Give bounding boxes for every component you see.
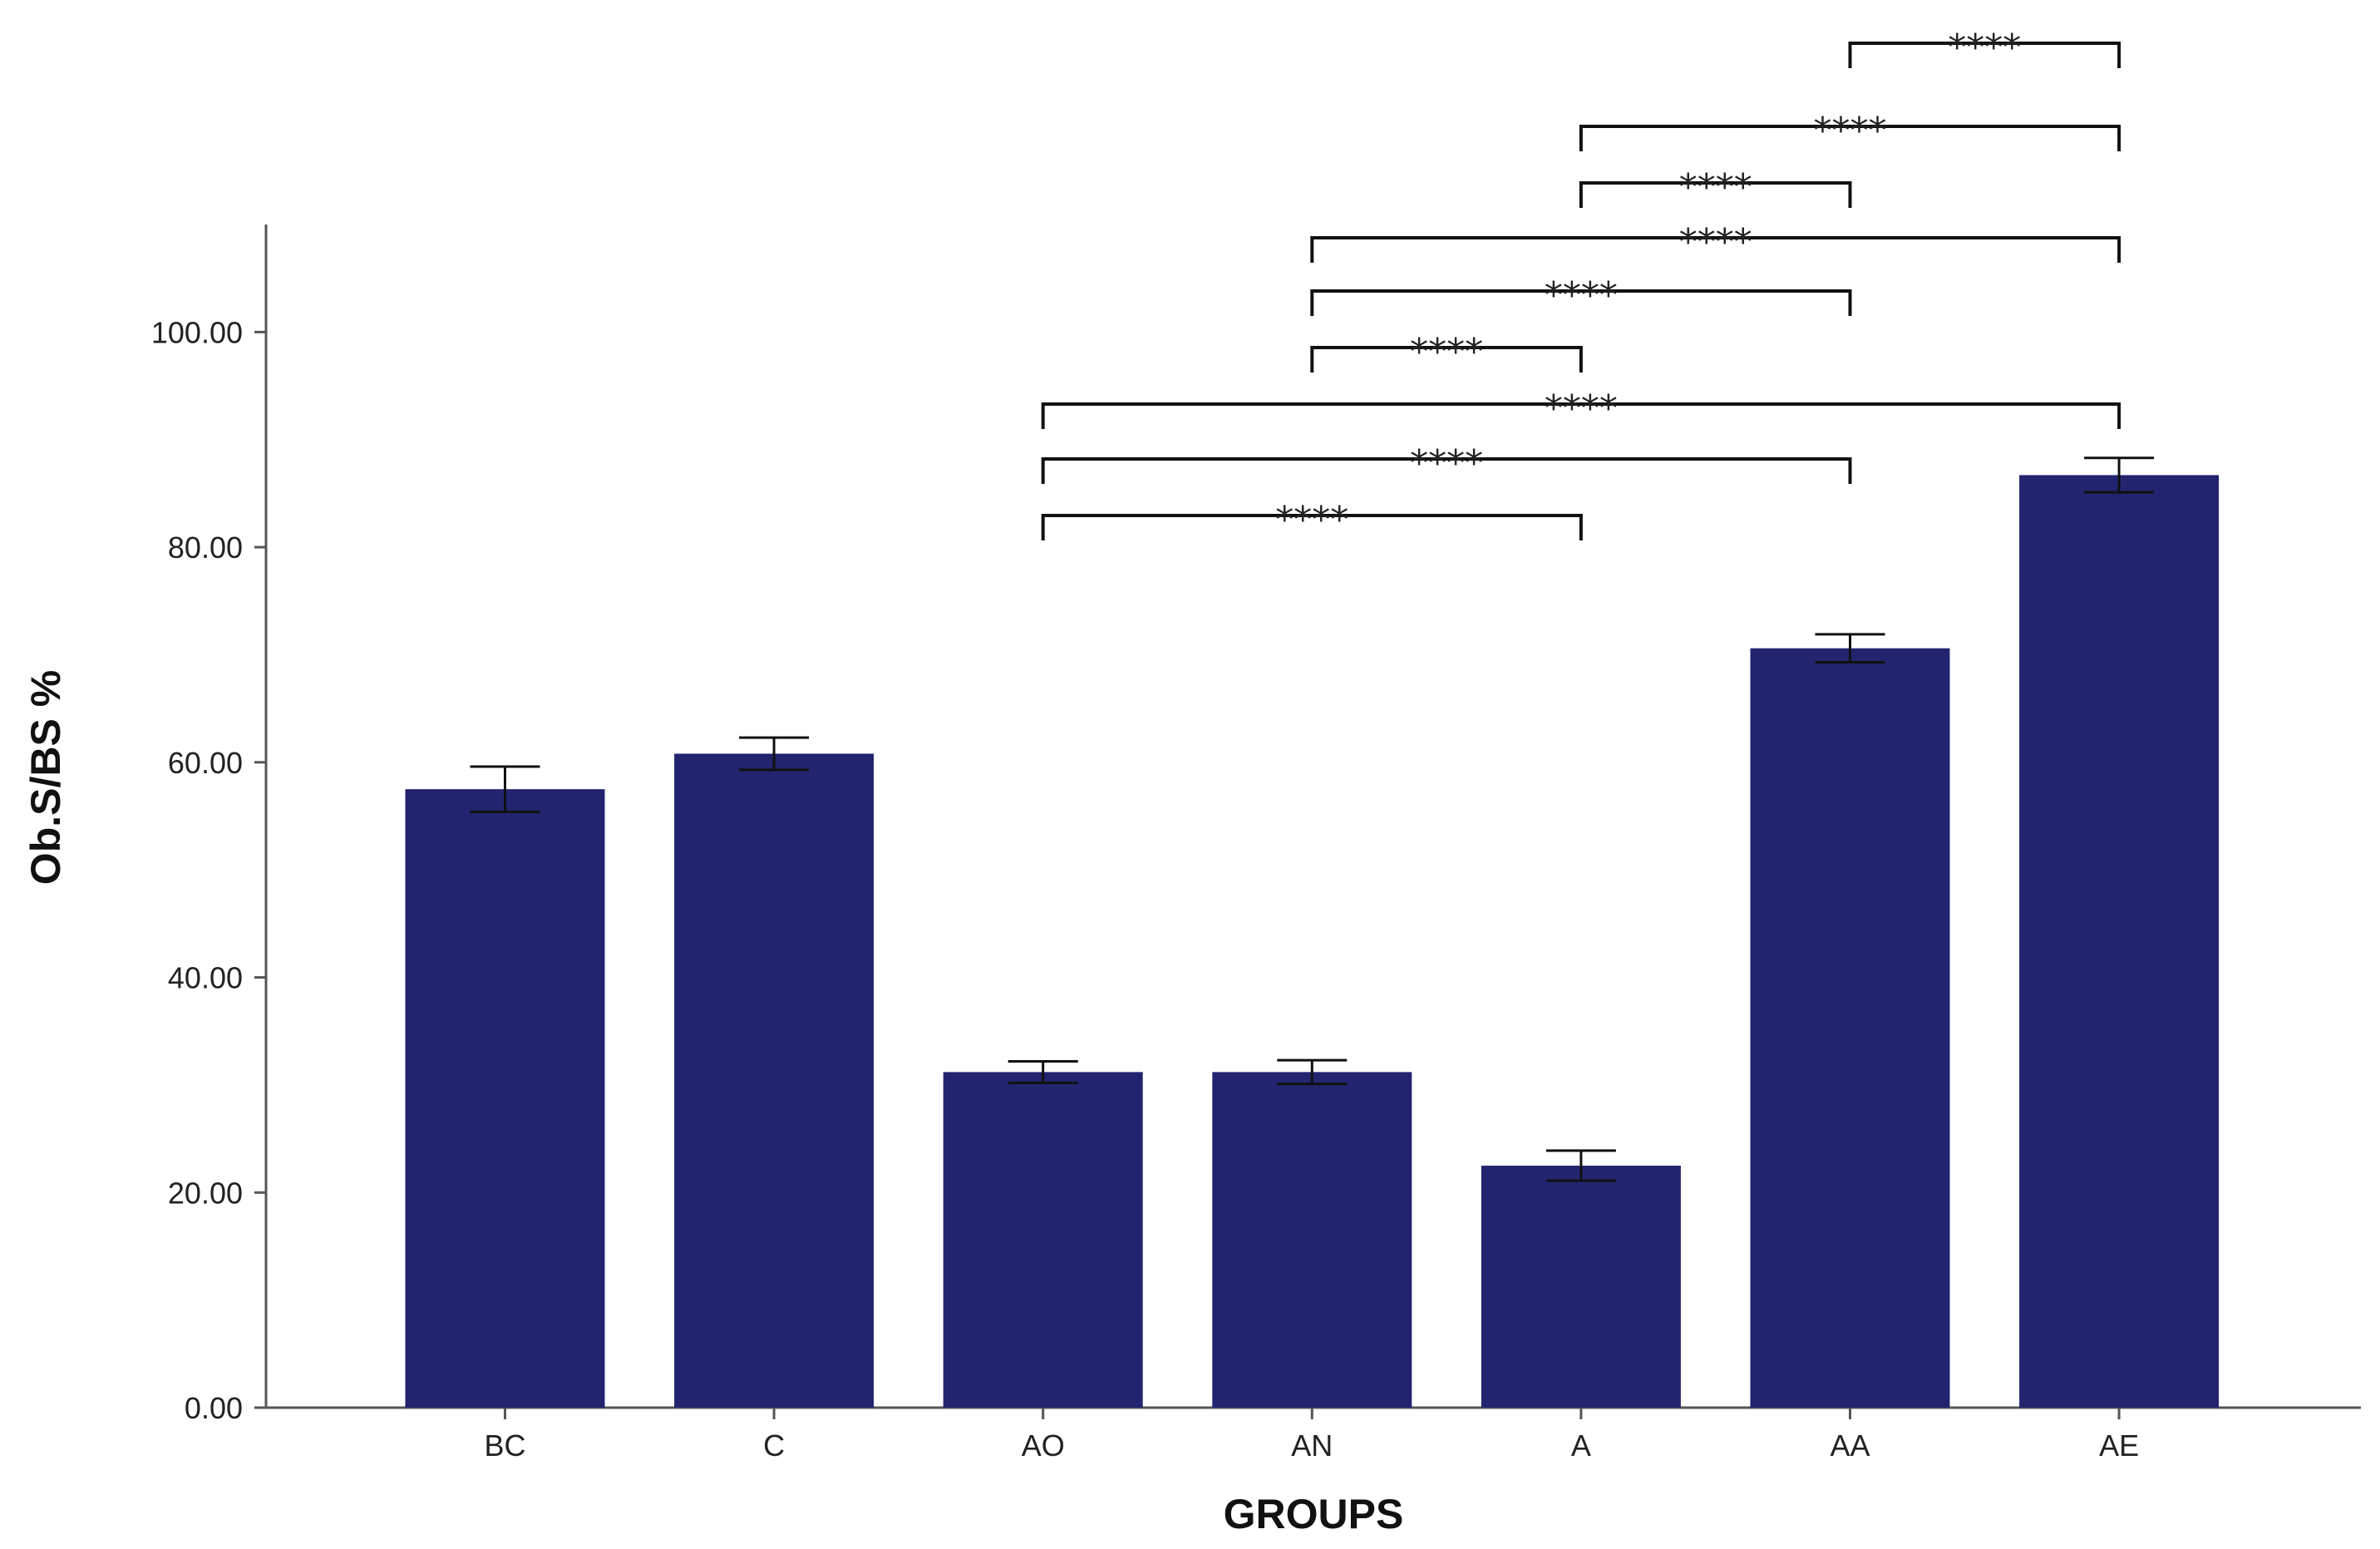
y-tick-label: 100.00 [151, 315, 243, 349]
significance-brackets: **** **** **** **** **** **** **** **** **** [1041, 27, 2121, 541]
bars [405, 475, 2220, 1408]
significance-bracket [1579, 181, 1852, 208]
significance-bracket [1310, 346, 1583, 372]
y-tick-label: 20.00 [168, 1176, 243, 1210]
significance-label: **** [1814, 110, 1887, 152]
significance-label: **** [1545, 387, 1618, 430]
x-tick-label: BC [484, 1428, 525, 1463]
significance-label: **** [1410, 331, 1483, 373]
x-tick-label: AO [1022, 1428, 1065, 1463]
significance-bracket [1041, 514, 1583, 540]
significance-bracket [1579, 125, 2121, 151]
y-tick-label: 40.00 [168, 961, 243, 995]
bar-c [674, 753, 875, 1408]
bar-ae [2019, 475, 2220, 1408]
x-tick-label: A [1571, 1428, 1591, 1463]
bar-aa [1750, 648, 1950, 1408]
significance-bracket [1041, 402, 2121, 429]
significance-label: **** [1545, 274, 1618, 317]
x-tick-label: C [763, 1428, 785, 1463]
y-tick-label: 0.00 [185, 1391, 243, 1425]
significance-bracket [1310, 236, 2121, 263]
y-tick-label: 60.00 [168, 746, 243, 780]
x-axis-title: GROUPS [1224, 1491, 1404, 1537]
bar-an [1212, 1072, 1412, 1408]
x-tick-label: AE [2099, 1428, 2139, 1463]
error-bars [470, 456, 2155, 1182]
bar-ao [943, 1072, 1143, 1408]
significance-label: **** [1679, 221, 1752, 264]
significance-label: **** [1679, 166, 1752, 209]
significance-label: **** [1410, 442, 1483, 485]
significance-label: **** [1275, 499, 1348, 541]
y-axis-title: Ob.S/BS % [22, 670, 69, 885]
x-tick-label: AN [1291, 1428, 1333, 1463]
bar-bc [405, 789, 605, 1408]
significance-bracket [1310, 289, 1852, 316]
significance-bracket [1848, 42, 2121, 68]
significance-label: **** [1948, 27, 2021, 69]
y-tick-label: 80.00 [168, 530, 243, 565]
significance-bracket [1041, 457, 1852, 484]
x-tick-label: AA [1830, 1428, 1870, 1463]
bar-a [1481, 1165, 1681, 1408]
